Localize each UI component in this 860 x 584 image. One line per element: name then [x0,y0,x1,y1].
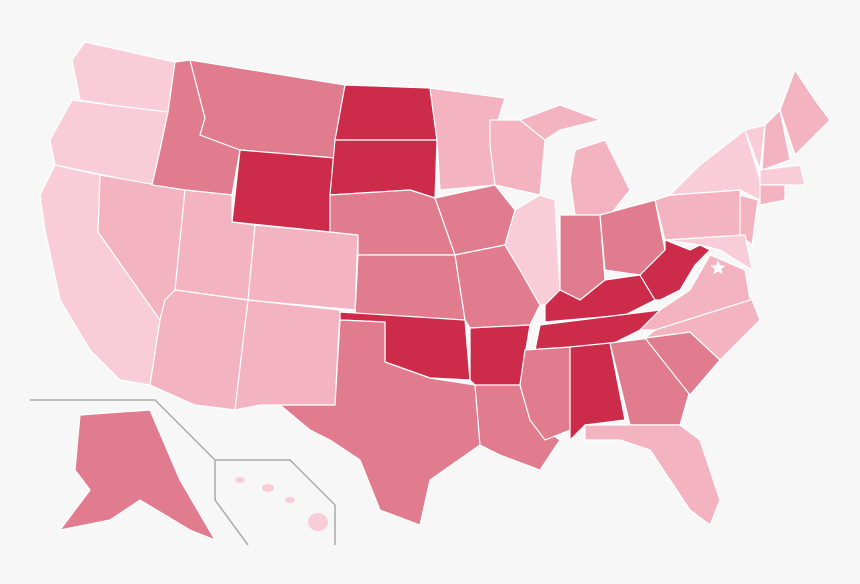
state-tx [279,319,481,526]
state-al [569,342,626,441]
state-sd [329,139,438,199]
inset-lines [30,399,336,546]
state-ak [59,409,216,541]
state-vt [744,124,766,171]
state-pa [654,189,746,241]
state-hi-island [235,477,245,483]
state-nm [234,299,341,411]
state-tn [534,309,661,351]
state-hi-island [308,513,328,531]
state-me [779,69,831,156]
inset-divider-line [215,459,336,545]
state-ks [354,254,466,321]
state-nd [334,84,438,141]
star-icon [710,260,726,275]
state-wy [231,149,336,233]
state-ma [759,164,806,186]
state-co [247,224,359,311]
state-va [639,254,751,331]
state-az [149,289,249,411]
state-hi-island [285,497,295,503]
state-ga [609,337,691,426]
state-ct [759,184,786,206]
state-mi-up [519,104,601,141]
state-md [664,234,753,271]
states-layer [39,41,831,541]
state-nh [761,109,791,171]
state-wv [639,239,711,301]
state-nj [739,194,759,246]
state-fl [584,424,721,526]
state-hi-island [262,484,274,492]
state-nc [644,294,761,361]
